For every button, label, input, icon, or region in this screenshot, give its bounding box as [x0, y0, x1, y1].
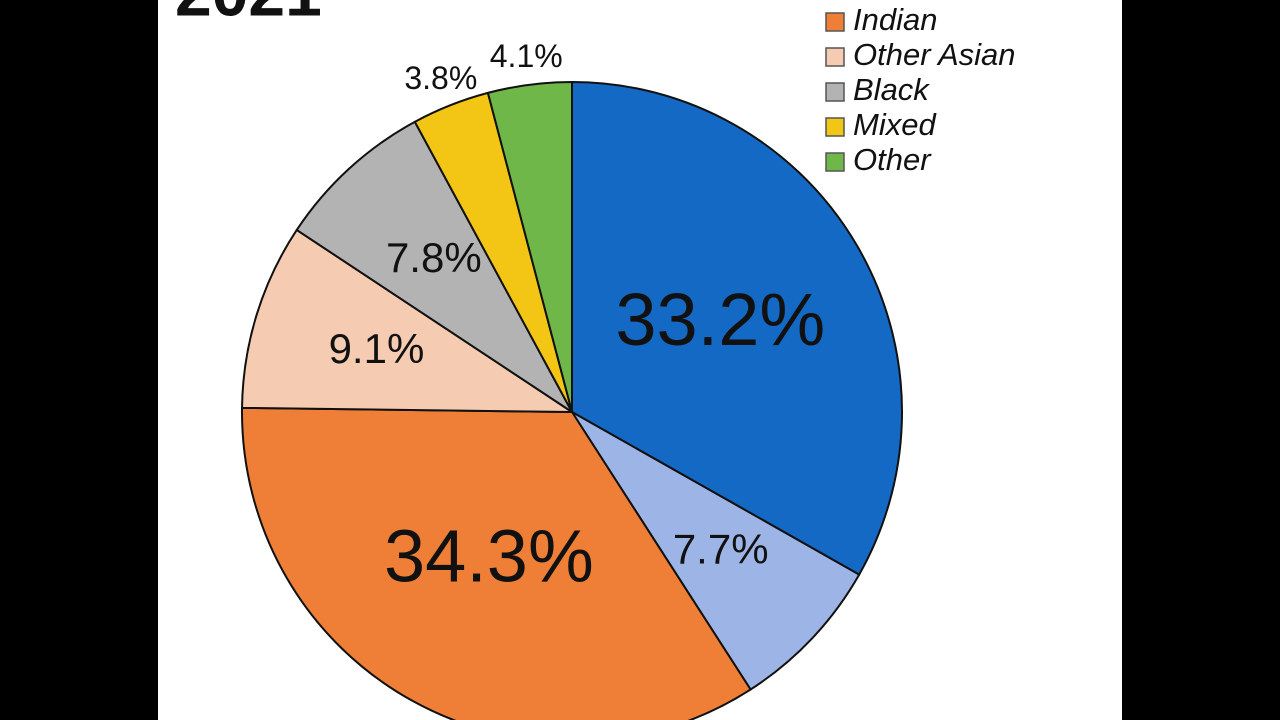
legend-label: Other [853, 142, 932, 177]
data-label: 9.1% [329, 325, 425, 372]
data-label: 4.1% [490, 38, 563, 74]
legend-label: White Other [853, 0, 1020, 2]
pie-slice [571, 411, 861, 691]
pie-slice [241, 406, 752, 720]
pie: 33.2% 7.7% 34.3% 9.1% 7.8% 3.8% 4.1% [241, 38, 903, 720]
legend-swatch [825, 152, 845, 172]
data-label: 34.3% [384, 515, 594, 598]
data-label: 3.8% [404, 60, 477, 96]
pie-slice [241, 228, 576, 414]
data-label: 7.7% [673, 526, 769, 573]
legend-label: Indian [853, 2, 937, 37]
data-label: 33.2% [615, 278, 825, 361]
data-label: 7.8% [386, 234, 482, 281]
legend-swatch [825, 12, 845, 32]
legend: White OtherIndianOther AsianBlackMixedOt… [825, 0, 1020, 177]
legend-label: Black [853, 72, 930, 107]
pie-slice [295, 120, 573, 413]
pie-slice [486, 80, 573, 413]
legend-swatch [825, 47, 845, 67]
legend-swatch [825, 82, 845, 102]
legend-swatch [825, 117, 845, 137]
pie-slice [571, 80, 903, 576]
legend-label: Mixed [853, 107, 937, 142]
chart-title: 2021 [175, 0, 322, 29]
legend-label: Other Asian [853, 37, 1016, 72]
